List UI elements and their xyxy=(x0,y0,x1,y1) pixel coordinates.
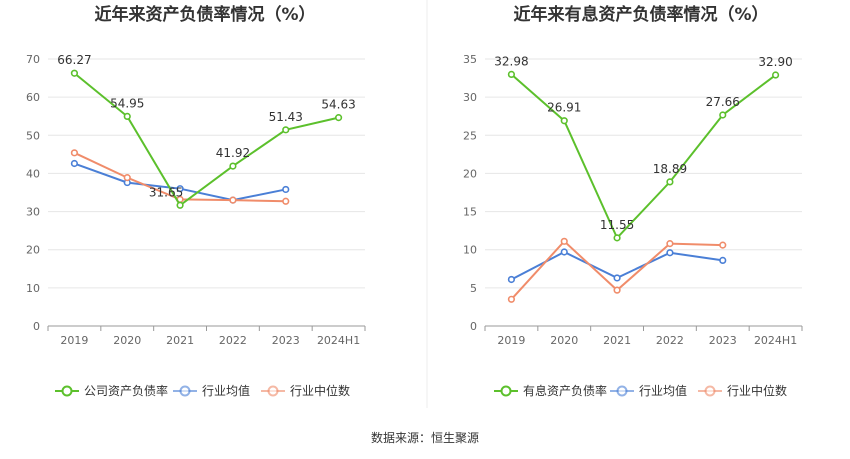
data-point-avg xyxy=(282,185,290,194)
data-label: 26.91 xyxy=(547,101,581,115)
data-point-company xyxy=(229,162,237,170)
interest-debt-ratio-chart: 近年来有息资产负债率情况（%） 0 5 10 15 20 25 30 35 2019 2020 202… xyxy=(463,4,803,398)
legend-label: 行业均值 xyxy=(639,383,687,398)
y-tick-label: 30 xyxy=(463,91,477,104)
x-tick-label: 2021 xyxy=(603,334,631,347)
y-tick-label: 10 xyxy=(463,244,477,257)
data-point-company xyxy=(334,114,343,122)
data-point-median xyxy=(560,237,568,245)
legend-label: 行业中位数 xyxy=(727,383,787,398)
data-label: 27.66 xyxy=(706,95,740,109)
x-tick-label: 2024H1 xyxy=(317,334,360,347)
data-label: 31.65 xyxy=(149,185,183,199)
x-tick-label: 2022 xyxy=(656,334,684,347)
data-point-company xyxy=(507,70,516,79)
y-tick-label: 60 xyxy=(26,91,40,104)
data-label: 66.27 xyxy=(57,53,91,67)
legend-marker-avg xyxy=(179,385,191,397)
x-tick-label: 2020 xyxy=(113,334,141,347)
legend-label: 有息资产负债率 xyxy=(523,383,607,398)
data-point-company xyxy=(666,178,674,186)
x-tick-label: 2021 xyxy=(166,334,194,347)
y-tick-label: 70 xyxy=(26,53,40,66)
series-line-company xyxy=(73,72,339,207)
y-tick-label: 40 xyxy=(26,167,40,180)
y-tick-label: 20 xyxy=(26,244,40,257)
data-label: 54.63 xyxy=(321,98,355,112)
series-line-company xyxy=(510,73,777,240)
data-point-median xyxy=(719,241,727,249)
legend-marker-company xyxy=(500,385,512,397)
y-tick-label: 25 xyxy=(463,129,477,142)
data-label: 51.43 xyxy=(269,110,303,124)
y-tick-label: 15 xyxy=(463,206,477,219)
data-point-median xyxy=(229,196,237,204)
data-point-company xyxy=(123,112,131,121)
data-point-company xyxy=(613,234,621,242)
x-tick-label: 2023 xyxy=(709,334,737,347)
data-point-company xyxy=(282,126,290,134)
data-label: 11.55 xyxy=(600,218,634,232)
legend-marker-median xyxy=(267,385,279,397)
x-tick-label: 2020 xyxy=(550,334,578,347)
chart-title: 近年来资产负债率情况（%） xyxy=(94,4,315,25)
data-point-median xyxy=(123,174,131,182)
y-tick-label: 0 xyxy=(33,320,40,333)
chart-title: 近年来有息资产负债率情况（%） xyxy=(513,4,768,25)
legend-marker-median xyxy=(704,385,716,397)
legend-label: 行业均值 xyxy=(202,383,250,398)
y-tick-label: 35 xyxy=(463,53,477,66)
legend-label: 公司资产负债率 xyxy=(84,383,168,398)
data-point-avg xyxy=(560,248,568,256)
y-tick-label: 50 xyxy=(26,129,40,142)
x-tick-label: 2019 xyxy=(60,334,88,347)
source-note: 数据来源：恒生聚源 xyxy=(371,430,479,445)
x-tick-label: 2022 xyxy=(219,334,247,347)
legend-marker-company xyxy=(61,385,73,397)
data-point-avg xyxy=(613,274,621,282)
data-point-company xyxy=(560,117,568,125)
data-point-median xyxy=(666,240,674,248)
x-tick-label: 2023 xyxy=(272,334,300,347)
data-point-avg xyxy=(507,275,516,284)
data-point-median xyxy=(613,286,621,294)
y-tick-label: 0 xyxy=(470,320,477,333)
data-point-median xyxy=(70,149,79,157)
data-point-avg xyxy=(666,249,674,257)
data-label: 41.92 xyxy=(216,146,250,160)
x-tick-label: 2019 xyxy=(497,334,525,347)
legend-label: 行业中位数 xyxy=(290,383,350,398)
data-label: 32.98 xyxy=(494,54,528,68)
data-label: 54.95 xyxy=(110,96,144,110)
data-point-company xyxy=(176,201,184,209)
legend-marker-avg xyxy=(616,385,628,397)
data-point-avg xyxy=(176,185,184,193)
data-point-median xyxy=(282,197,290,205)
data-label: 18.89 xyxy=(653,162,687,176)
y-tick-label: 30 xyxy=(26,206,40,219)
data-point-company xyxy=(771,71,780,79)
y-tick-label: 10 xyxy=(26,282,40,295)
y-tick-label: 5 xyxy=(470,282,477,295)
data-point-company xyxy=(70,69,79,77)
data-point-median xyxy=(507,295,516,303)
y-tick-label: 20 xyxy=(463,167,477,180)
x-tick-label: 2024H1 xyxy=(754,334,797,347)
data-point-avg xyxy=(70,159,79,168)
debt-ratio-chart: 近年来资产负债率情况（%） 0 10 20 30 40 50 60 70 2019 2020 2021… xyxy=(26,4,366,398)
data-point-avg xyxy=(719,256,727,264)
data-point-company xyxy=(719,111,727,119)
data-label: 32.90 xyxy=(758,55,792,69)
